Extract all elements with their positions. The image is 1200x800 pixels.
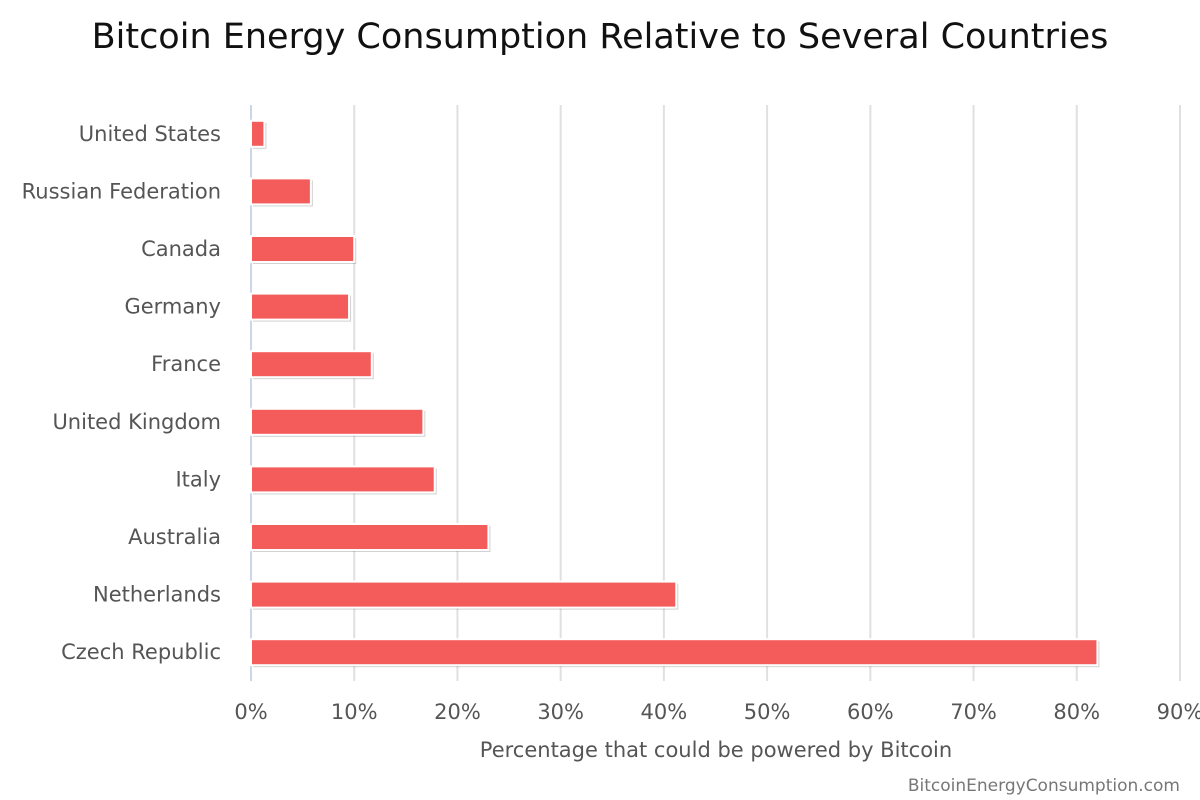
x-axis-title: Percentage that could be powered by Bitc… (480, 738, 952, 762)
category-label: France (151, 352, 221, 376)
category-label: Czech Republic (61, 640, 221, 664)
x-tick-label: 70% (950, 700, 997, 724)
category-label: Germany (124, 295, 221, 319)
bar-czech-republic[interactable] (250, 638, 1099, 667)
x-tick-label: 20% (434, 700, 481, 724)
bar-italy[interactable] (250, 465, 436, 494)
bars (250, 119, 1100, 668)
x-tick-label: 40% (641, 700, 688, 724)
category-labels: United States Russian Federation Canada Ger… (22, 122, 221, 664)
category-label: United Kingdom (52, 410, 221, 434)
category-label: Netherlands (93, 583, 221, 607)
x-tick-label: 90% (1157, 700, 1200, 724)
x-tick-label: 50% (744, 700, 791, 724)
bar-germany[interactable] (250, 292, 351, 321)
credit-link[interactable]: BitcoinEnergyConsumption.com (908, 776, 1180, 796)
chart-title: Bitcoin Energy Consumption Relative to S… (92, 17, 1109, 57)
bar-france[interactable] (250, 350, 373, 379)
x-tick-labels: 0% 10% 20% 30% 40% 50% 60% 70% 80% 90% (234, 700, 1200, 724)
bar-canada[interactable] (250, 235, 356, 263)
bar-australia[interactable] (250, 523, 490, 551)
x-tick-label: 80% (1053, 700, 1100, 724)
bar-russian-federation[interactable] (250, 177, 312, 206)
category-label: Canada (141, 237, 221, 261)
bar-united-kingdom[interactable] (250, 407, 425, 436)
bar-netherlands[interactable] (250, 580, 678, 609)
category-label: Australia (128, 525, 221, 549)
category-label: Russian Federation (22, 179, 221, 203)
x-tick-label: 60% (847, 700, 894, 724)
gridlines (250, 105, 1181, 681)
x-tick-label: 0% (234, 700, 267, 724)
bar-united-states[interactable] (250, 119, 266, 148)
x-tick-label: 10% (331, 700, 378, 724)
category-label: United States (79, 122, 221, 146)
x-tick-label: 30% (537, 700, 584, 724)
category-label: Italy (175, 467, 221, 491)
